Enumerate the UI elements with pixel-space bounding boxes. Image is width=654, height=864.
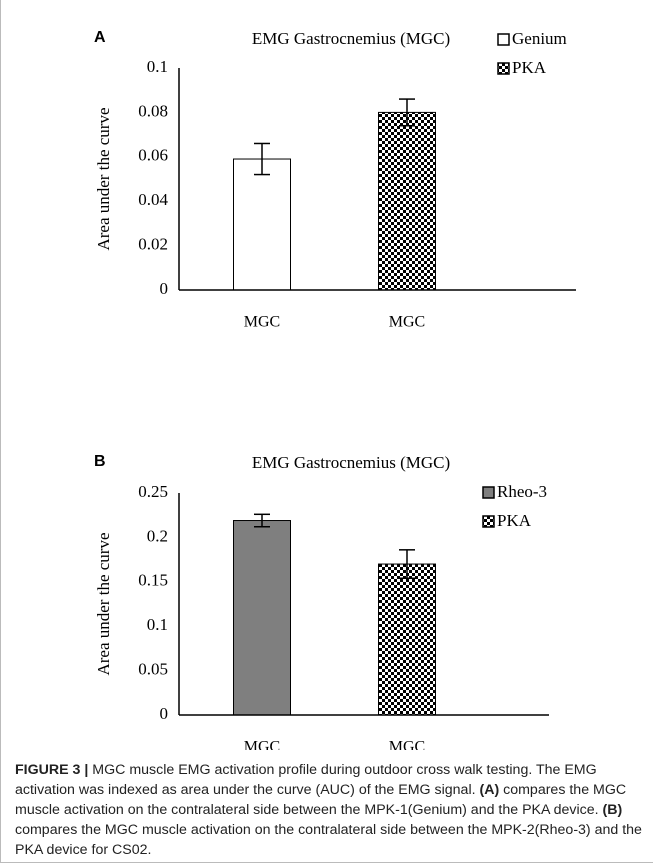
y-tick-label: 0 bbox=[160, 279, 169, 298]
legend-swatch bbox=[482, 486, 495, 499]
bar bbox=[378, 563, 436, 716]
y-tick-label: 0.1 bbox=[147, 615, 168, 634]
y-tick-label: 0 bbox=[160, 704, 169, 723]
y-tick-label: 0.05 bbox=[138, 660, 168, 679]
panel-label: B bbox=[94, 453, 106, 470]
y-tick-label: 0.04 bbox=[138, 190, 168, 209]
legend-swatch bbox=[497, 62, 510, 75]
chart-title: EMG Gastrocnemius (MGC) bbox=[252, 453, 450, 472]
legend-label: Genium bbox=[512, 29, 567, 48]
y-tick-label: 0.06 bbox=[138, 146, 168, 165]
y-tick-label: 0.02 bbox=[138, 235, 168, 254]
caption-text: compares the MGC muscle activation on th… bbox=[15, 782, 627, 818]
caption-text: (B) bbox=[602, 802, 623, 818]
x-tick-label: MGC bbox=[244, 739, 280, 750]
y-axis-label: Area under the curve bbox=[94, 532, 113, 675]
caption-text: compares the MGC muscle activation on th… bbox=[15, 822, 642, 858]
caption-text: FIGURE 3 | bbox=[15, 762, 89, 778]
y-tick-label: 0.25 bbox=[138, 482, 168, 501]
legend-swatch bbox=[497, 33, 510, 46]
legend-label: Rheo-3 bbox=[497, 482, 547, 501]
charts: A EMG Gastrocnemius (MGC) Area under the c… bbox=[94, 29, 576, 750]
x-tick-label: MGC bbox=[389, 314, 425, 331]
caption-text: MGC muscle EMG activation profile during… bbox=[15, 762, 597, 798]
caption-text: (A) bbox=[479, 782, 500, 798]
y-axis-label: Area under the curve bbox=[94, 107, 113, 250]
y-tick-label: 0.2 bbox=[147, 526, 168, 545]
bar bbox=[233, 158, 291, 291]
figure-caption: FIGURE 3 | MGC muscle EMG activation pro… bbox=[15, 760, 643, 860]
bar bbox=[233, 520, 291, 716]
bar bbox=[378, 111, 436, 291]
legend-label: PKA bbox=[497, 511, 532, 530]
x-tick-label: MGC bbox=[389, 739, 425, 750]
y-tick-label: 0.1 bbox=[147, 57, 168, 76]
panel-label: A bbox=[94, 29, 106, 46]
chart-title: EMG Gastrocnemius (MGC) bbox=[252, 29, 450, 48]
y-tick-label: 0.15 bbox=[138, 571, 168, 590]
legend-label: PKA bbox=[512, 58, 547, 77]
legend-swatch bbox=[482, 515, 495, 528]
x-tick-label: MGC bbox=[244, 314, 280, 331]
y-tick-label: 0.08 bbox=[138, 101, 168, 120]
